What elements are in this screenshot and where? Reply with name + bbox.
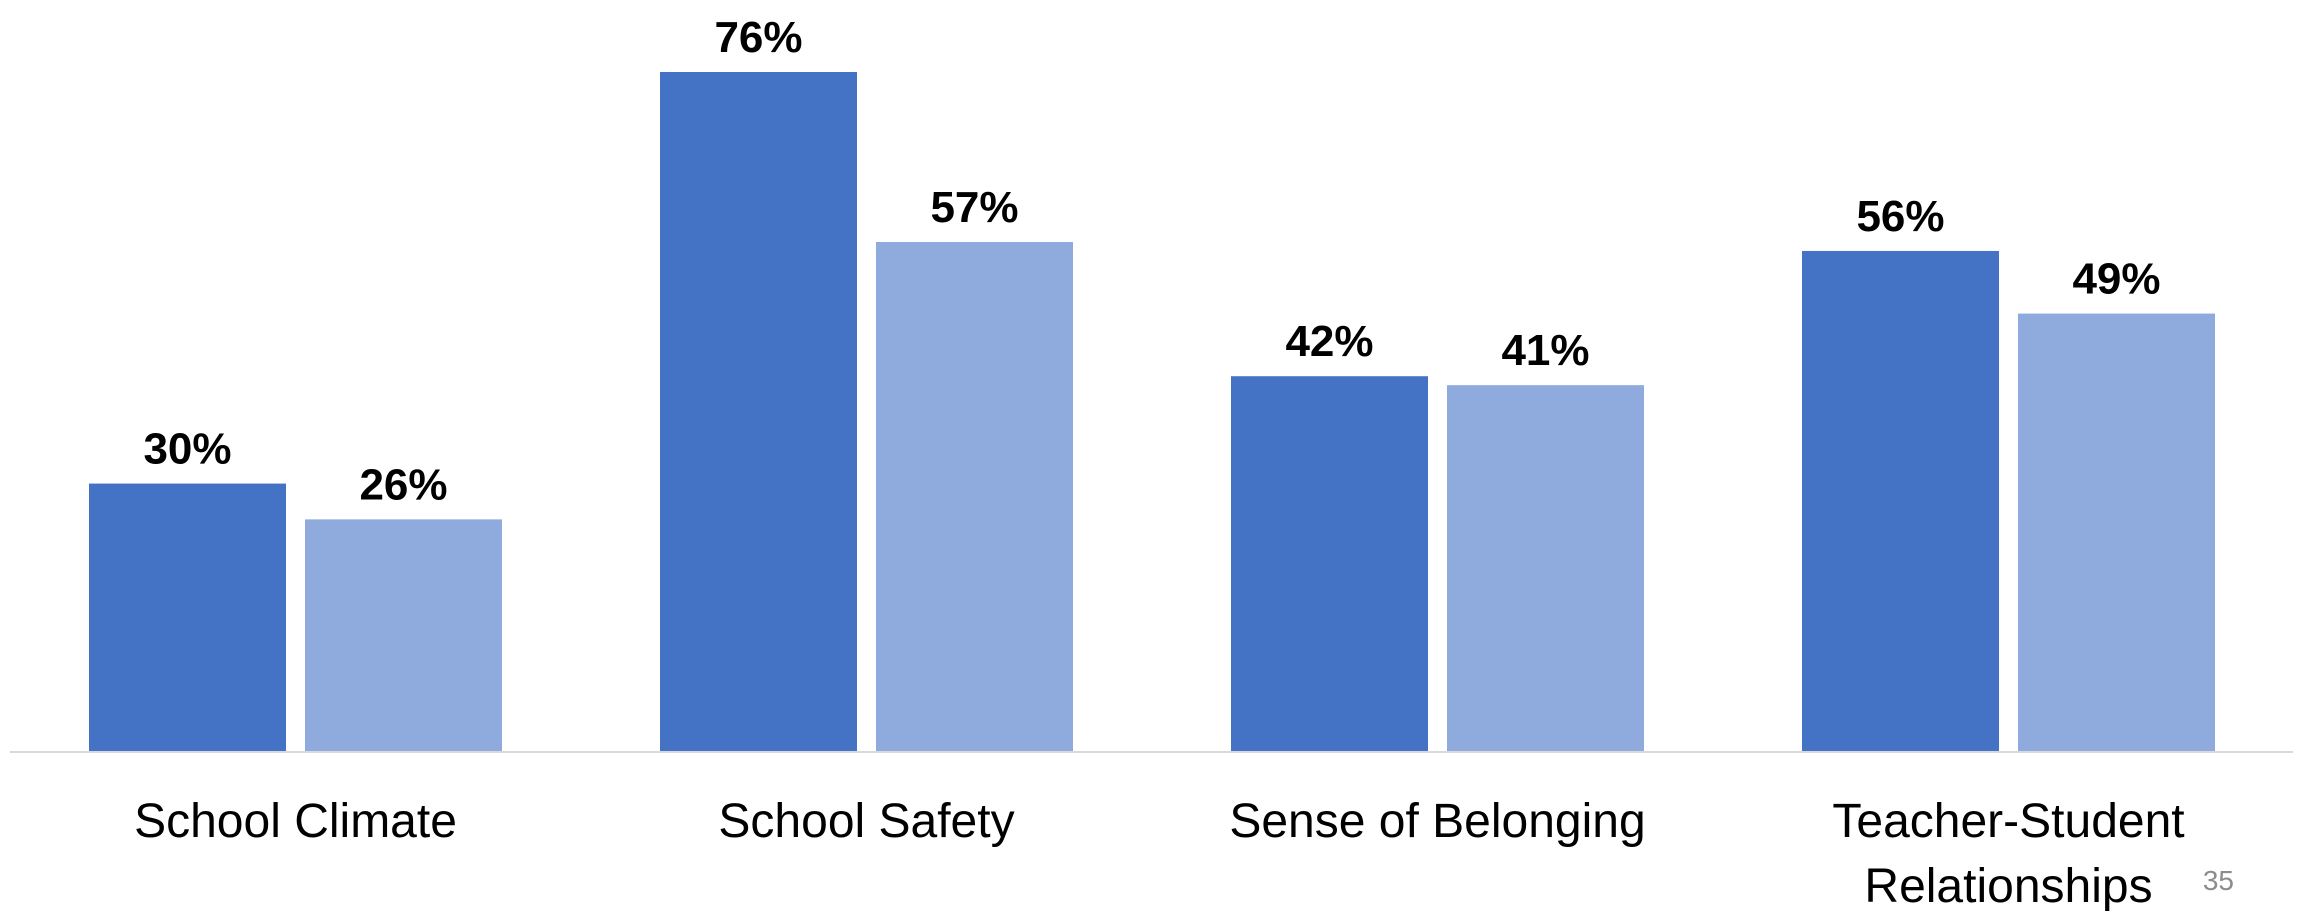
category-labels-group: School Climate School Safety Sense of Belo… xyxy=(134,795,2185,913)
bar-3-0 xyxy=(1802,250,1999,752)
category-label-0: School Climate xyxy=(134,795,457,848)
category-label-2: Sense of Belonging xyxy=(1229,795,1645,848)
category-label-line: Sense of Belonging xyxy=(1229,795,1645,848)
bar-0-0 xyxy=(89,483,286,752)
bar-0-1 xyxy=(305,519,502,752)
page-number: 35 xyxy=(2202,865,2234,896)
category-label-line: Relationships xyxy=(1864,860,2152,911)
category-label-line: Teacher-Student xyxy=(1832,795,2184,848)
category-label-line: School Safety xyxy=(718,795,1014,848)
value-labels-group: 30% 26% 76% 57% 42% 41% 56% 49% xyxy=(143,13,2160,509)
value-label-0-1: 26% xyxy=(359,460,447,509)
bar-3-1 xyxy=(2018,313,2215,752)
value-label-2-0: 42% xyxy=(1285,317,1373,366)
value-label-3-1: 49% xyxy=(2072,255,2160,304)
bars-group xyxy=(89,72,2215,752)
value-label-2-1: 41% xyxy=(1501,326,1589,375)
value-label-1-0: 76% xyxy=(714,13,802,62)
bar-2-1 xyxy=(1447,385,1644,752)
value-label-0-0: 30% xyxy=(143,425,231,474)
category-label-1: School Safety xyxy=(718,795,1014,848)
bar-2-0 xyxy=(1231,376,1428,752)
bar-1-1 xyxy=(876,242,1073,752)
category-label-line: School Climate xyxy=(134,795,457,848)
bar-1-0 xyxy=(660,72,857,752)
value-label-1-1: 57% xyxy=(930,183,1018,232)
category-label-3: Teacher-Student Relationships xyxy=(1832,795,2184,911)
value-label-3-0: 56% xyxy=(1856,192,1944,241)
